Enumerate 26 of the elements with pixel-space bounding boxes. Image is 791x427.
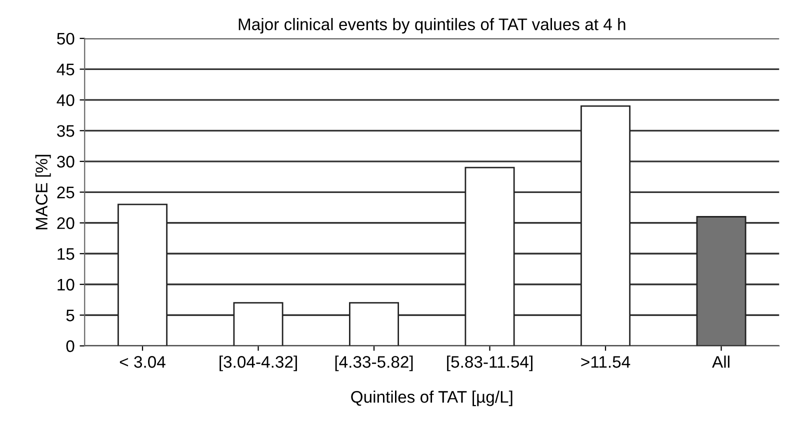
y-tick-label: 30	[57, 156, 74, 168]
bar	[580, 105, 631, 346]
x-tick-label: [5.83-11.54]	[447, 356, 532, 372]
x-tick-label: [3.04-4.32]	[220, 356, 297, 372]
bar	[349, 302, 400, 346]
y-tick-label: 5	[66, 310, 74, 322]
y-tick-label: 45	[56, 64, 74, 76]
y-tick-label: 50	[57, 32, 74, 45]
y-tick-label: 35	[57, 125, 74, 137]
bar	[233, 302, 284, 346]
bar	[464, 166, 515, 346]
x-axis-title: Quintiles of TAT [µg/L]	[351, 390, 512, 406]
bar	[118, 204, 168, 346]
x-tick-label: >11.54	[581, 356, 630, 368]
x-tick-label: < 3.04	[120, 356, 166, 368]
y-tick-label: 25	[57, 186, 74, 198]
y-tick-label: 0	[66, 340, 74, 352]
x-tick-label: All	[712, 356, 730, 368]
y-tick-label: 10	[58, 278, 74, 291]
y-tick-label: 15	[58, 248, 74, 260]
y-axis-title: MACE [%]	[35, 154, 51, 230]
bar	[696, 216, 746, 346]
y-tick-label: 20	[57, 217, 74, 230]
x-tick-label: [4.33-5.82]	[335, 356, 413, 372]
y-tick-label: 40	[56, 94, 74, 106]
chart-title: Major clinical events by quintiles of TAT values at 4 h	[238, 18, 626, 34]
